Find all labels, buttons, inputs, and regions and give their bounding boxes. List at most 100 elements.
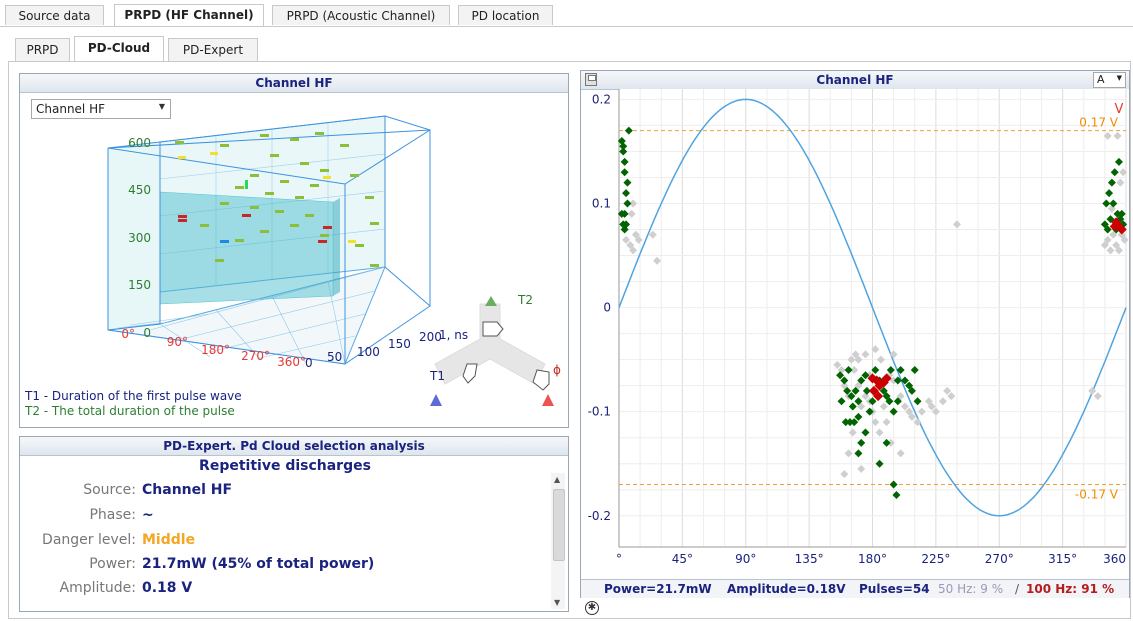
pd-expert-heading: Repetitive discharges [199,458,371,474]
scroll-thumb[interactable] [553,489,565,561]
nav-t2-arrow-icon[interactable] [485,296,497,306]
pulse-point [1105,189,1114,198]
pulse-point [840,470,849,479]
pulse-point [893,397,902,406]
power-value: 21.7mW (45% of total power) [142,556,375,572]
scale-select-value: A [1097,73,1105,86]
view-rotation-widget[interactable]: T2 T1 ϕ [405,284,565,419]
tab-prpd-hf-channel[interactable]: PRPD (HF Channel) [114,4,264,26]
prpd-gridlines [618,89,1127,548]
z-tick-150: 150 [128,278,151,292]
threshold-label-negative: -0.17 V [1075,488,1119,502]
amplitude-row: Amplitude: 0.18 V [20,580,193,596]
pulse-point [865,371,874,380]
pulse-point [847,392,856,401]
pulse-point [892,490,901,499]
pulse-point [896,449,905,458]
y-tick-label: -0.2 [588,509,611,523]
pd-expert-panel-title: PD-Expert. Pd Cloud selection analysis [20,437,568,456]
pulse-point [653,256,662,265]
pulse-point [879,402,888,411]
pulse-point [947,392,956,401]
status-separator: / [1015,582,1020,596]
x-tick-label: 180° [858,552,887,566]
cloud-pulse-green-bright [245,180,248,189]
pd-cloud-3d-plot[interactable]: 600 450 300 150 0 0° 90° 180° 270° 360° … [20,74,570,429]
prpd-status-bar: Power=21.7mW Amplitude=0.18V Pulses=54 5… [581,579,1129,598]
pulse-point [868,397,877,406]
nav-phi-label: ϕ [553,363,561,377]
pulse-point [953,220,961,229]
source-row: Source: Channel HF [20,482,232,498]
pulse-point [879,386,888,395]
pulse-point [924,397,933,406]
pulse-point [854,355,863,364]
pulse-point [1120,235,1129,244]
pulse-point [844,366,853,375]
legend-t1: T1 - Duration of the first pulse wave [25,389,242,403]
save-icon[interactable] [585,73,597,86]
pulse-point [943,386,952,395]
pulse-point [913,397,922,406]
prpd-chart[interactable]: 0.2 0.1 0 -0.1 -0.2 ° 45° 90° 135° 180° 225° 270° 3… [581,89,1129,569]
pulse-point [848,402,857,411]
x-tick-label: ° [616,552,622,566]
pulse-point [881,373,892,384]
pd-expert-scrollbar[interactable]: ▲ ▼ [551,473,565,609]
tab-pd-expert[interactable]: PD-Expert [168,38,258,61]
nav-face-left-icon[interactable] [462,363,478,384]
pulse-point [619,147,628,156]
pulse-point [1116,178,1125,187]
cube-edges [107,115,431,365]
pulse-point [857,402,866,411]
reference-sine-wave [618,98,1127,517]
pulse-point [861,392,870,401]
tab-prpd[interactable]: PRPD [15,38,70,61]
nav-face-right-icon[interactable] [532,369,550,391]
pulse-point [875,428,884,437]
channel-select[interactable]: Channel HF ▼ [31,99,171,119]
scroll-up-icon[interactable]: ▲ [554,475,561,484]
top-tab-bar: Source data PRPD (HF Channel) PRPD (Acou… [0,0,1133,26]
prpd-y-ticks: 0.2 0.1 0 -0.1 -0.2 [588,92,611,522]
pulse-point [1103,225,1112,234]
pulse-point [624,126,633,135]
nav-t1-arrow-icon[interactable] [430,394,442,406]
pulse-point [910,366,919,375]
scale-select[interactable]: A ▼ [1093,72,1126,88]
content-frame [8,61,1131,619]
pulse-point [837,397,846,406]
tab-pd-location[interactable]: PD location [458,5,553,25]
pulse-point [882,438,891,447]
pulse-point [1114,157,1123,166]
pulse-point [1107,204,1116,213]
phase-row: Phase: ~ [20,507,153,523]
pulse-point [1113,209,1122,218]
t1-tick-200: 200 [419,330,442,344]
pulse-point [882,418,891,427]
z-tick-0: 0 [143,326,151,340]
pulse-point [634,235,643,244]
nav-phi-arrow-icon[interactable] [542,394,554,406]
tab-pd-cloud[interactable]: PD-Cloud [74,36,164,62]
tab-prpd-acoustic-channel[interactable]: PRPD (Acoustic Channel) [272,5,450,25]
cloud-pulse-blue [220,240,229,243]
scroll-down-icon[interactable]: ▼ [554,598,561,607]
pulse-point [1119,168,1128,177]
pulse-point [917,407,926,416]
z-tick-300: 300 [128,231,151,245]
source-label: Source: [83,482,136,498]
y-tick-label: 0.1 [592,197,611,211]
pulse-point [1114,246,1123,255]
nav-face-top-icon[interactable] [482,321,504,337]
status-pulses: Pulses=54 [859,582,930,596]
pulse-point [873,391,884,402]
pulse-point [907,412,916,421]
power-row: Power: 21.7mW (45% of total power) [20,556,374,572]
pulse-point [882,392,891,401]
pulse-point [854,397,863,406]
pulse-point [850,418,859,427]
tab-source-data[interactable]: Source data [5,5,104,25]
pin-icon[interactable]: ✱ [585,601,599,615]
top-tab-divider [0,26,1133,27]
